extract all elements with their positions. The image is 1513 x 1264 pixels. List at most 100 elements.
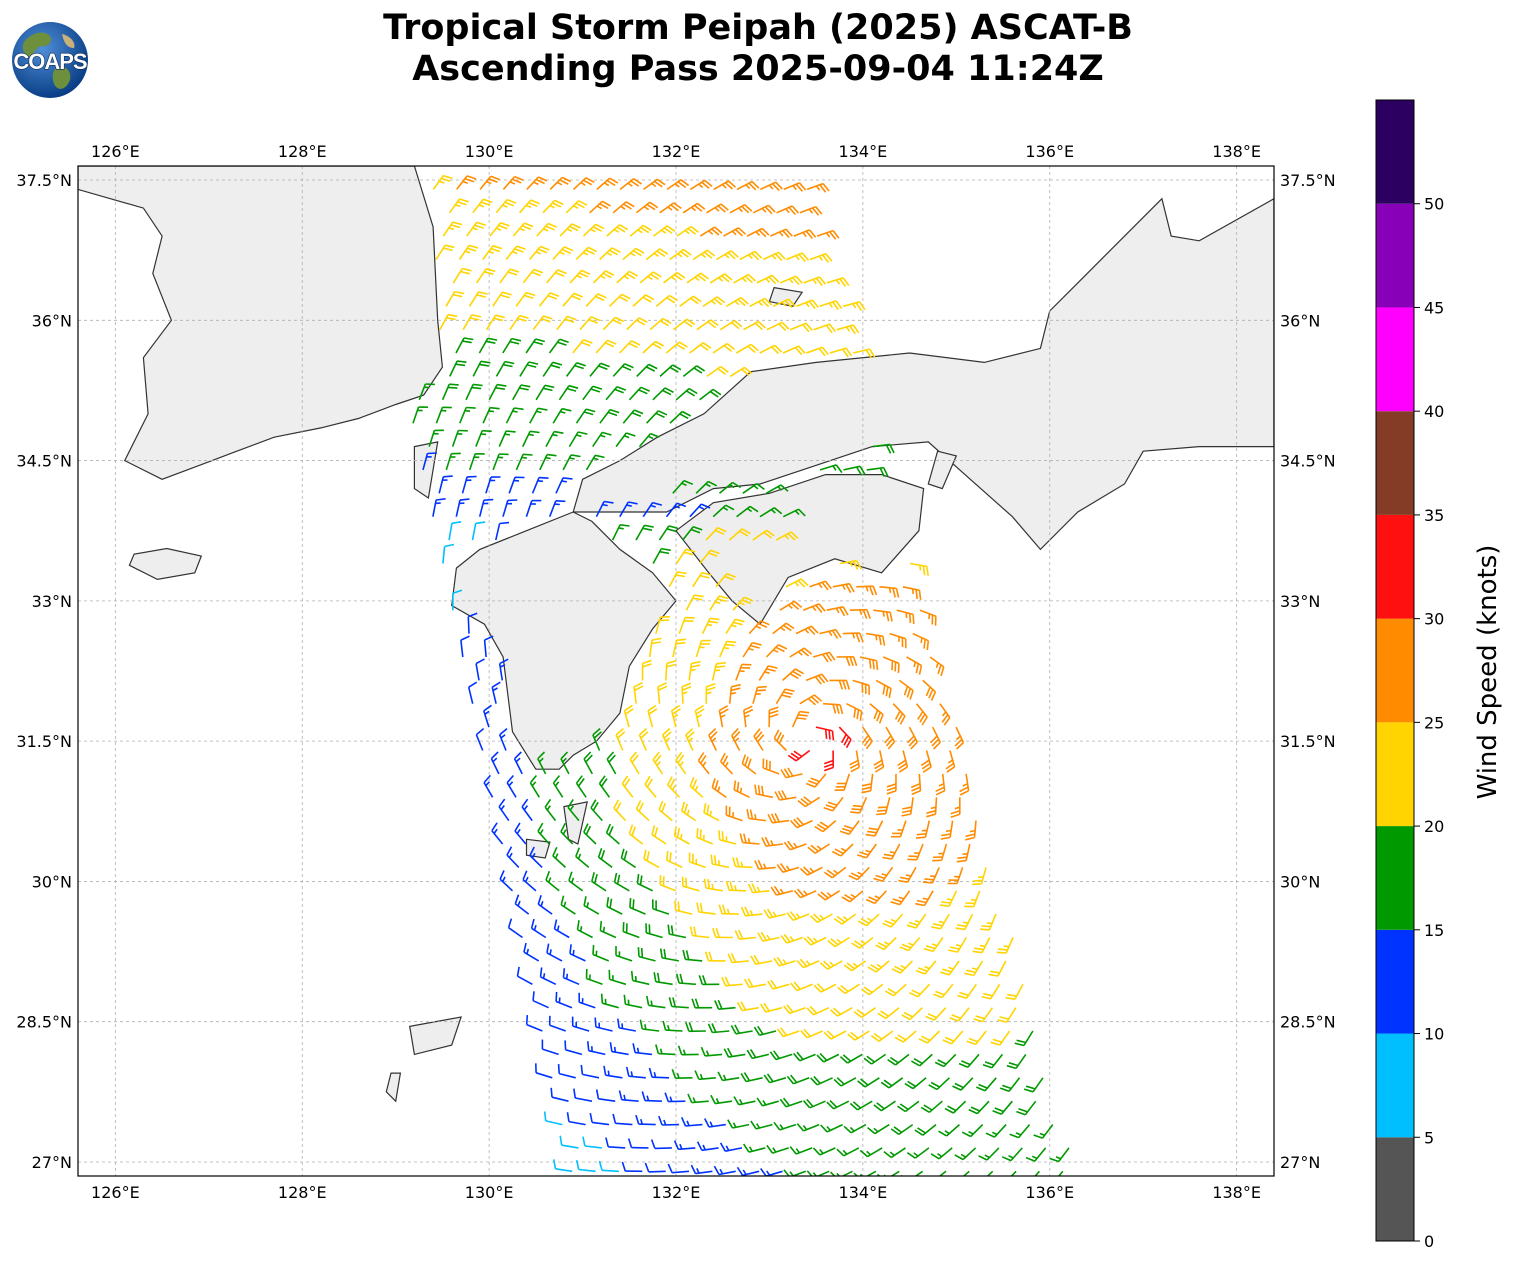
barb-half-feather [744, 714, 750, 718]
barb-shaft [795, 749, 811, 762]
wind-barb [669, 410, 692, 424]
barb-half-feather [671, 785, 676, 791]
wind-barb [869, 703, 884, 724]
barb-feather [690, 1164, 697, 1174]
barb-feather [717, 1071, 724, 1081]
wind-barb [559, 223, 581, 237]
barb-shaft [636, 363, 650, 377]
barb-shaft [654, 1147, 672, 1150]
barb-feather [466, 247, 477, 252]
barb-feather [882, 636, 886, 646]
barb-feather [922, 766, 932, 773]
wind-barb [705, 526, 727, 541]
barb-half-feather [499, 664, 506, 668]
barb-feather [708, 620, 719, 624]
barb-half-feather [602, 926, 606, 933]
barb-feather [570, 454, 581, 458]
barb-feather [635, 247, 645, 254]
barb-half-feather [722, 506, 729, 511]
barb-feather [741, 205, 750, 214]
lat-tick-label-left: 37.5°N [16, 171, 72, 190]
wind-barb [552, 246, 574, 261]
barb-feather [598, 775, 606, 784]
wind-barb [710, 1094, 733, 1105]
barb-feather [741, 528, 751, 535]
wind-barb [701, 617, 720, 634]
barb-feather [523, 294, 534, 300]
barb-feather [720, 365, 729, 373]
barb-feather [915, 969, 926, 975]
barb-shaft [719, 839, 737, 845]
wind-barb [990, 1030, 1011, 1046]
wind-barb [765, 644, 788, 658]
barb-feather [700, 754, 707, 764]
barb-feather [677, 754, 685, 764]
wind-barb [875, 679, 892, 699]
barb-shaft [924, 820, 931, 838]
barb-feather [613, 872, 618, 883]
barb-feather [733, 1096, 740, 1106]
barb-feather [592, 385, 603, 390]
barb-half-feather [819, 914, 825, 920]
barb-feather [709, 390, 719, 398]
wind-barb [897, 750, 909, 773]
barb-feather [694, 998, 700, 1009]
barb-feather [732, 731, 741, 740]
barb-feather [629, 898, 632, 908]
barb-half-feather [696, 714, 702, 719]
wind-barb [623, 704, 634, 728]
barb-feather [715, 665, 726, 668]
barb-feather [794, 668, 804, 675]
barb-half-feather [524, 876, 529, 883]
barb-feather [638, 728, 648, 736]
barb-feather [774, 791, 781, 801]
barb-feather [759, 1003, 767, 1013]
barb-half-feather [711, 883, 714, 890]
barb-half-feather [882, 611, 885, 617]
barb-half-feather [991, 1131, 998, 1136]
barb-shaft [592, 431, 603, 448]
barb-half-feather [562, 829, 567, 835]
wind-barb [666, 776, 681, 798]
barb-feather [600, 993, 604, 1004]
wind-barb [762, 251, 786, 262]
barb-feather [771, 346, 780, 355]
wind-barb [615, 727, 626, 751]
barb-feather [815, 277, 823, 287]
barb-feather [744, 275, 753, 284]
barb-shaft [760, 181, 777, 191]
barb-feather [718, 830, 721, 840]
barb-feather [761, 227, 770, 236]
barb-feather [719, 705, 729, 712]
barb-shaft [665, 663, 668, 681]
wind-barb [582, 1136, 602, 1149]
barb-shaft [859, 656, 877, 662]
barb-half-feather [643, 205, 650, 211]
barb-shaft [483, 782, 494, 798]
barb-shaft [685, 594, 695, 611]
barb-shaft [585, 293, 599, 307]
barb-feather [498, 224, 508, 230]
barb-half-feather [825, 232, 831, 238]
wind-barb [616, 270, 638, 284]
barb-half-feather [865, 849, 871, 853]
barb-feather [800, 1030, 808, 1039]
barb-feather [836, 1148, 845, 1157]
barb-feather [873, 877, 883, 882]
barb-half-feather [670, 276, 677, 281]
barb-feather [782, 230, 790, 239]
wind-barb [829, 1007, 853, 1017]
wind-barb [857, 1077, 880, 1088]
barb-feather [629, 751, 638, 760]
barb-feather [731, 321, 740, 330]
barb-feather [738, 929, 744, 940]
colorbar-bin [1376, 203, 1414, 308]
barb-feather [1018, 1108, 1028, 1113]
barb-half-feather [836, 938, 842, 944]
barb-feather [908, 613, 912, 624]
barb-shaft [880, 1100, 896, 1112]
barb-shaft [1006, 1007, 1017, 1023]
barb-feather [853, 1172, 859, 1176]
colorbar-tick-label: 40 [1424, 402, 1444, 421]
wind-barb [514, 894, 530, 915]
